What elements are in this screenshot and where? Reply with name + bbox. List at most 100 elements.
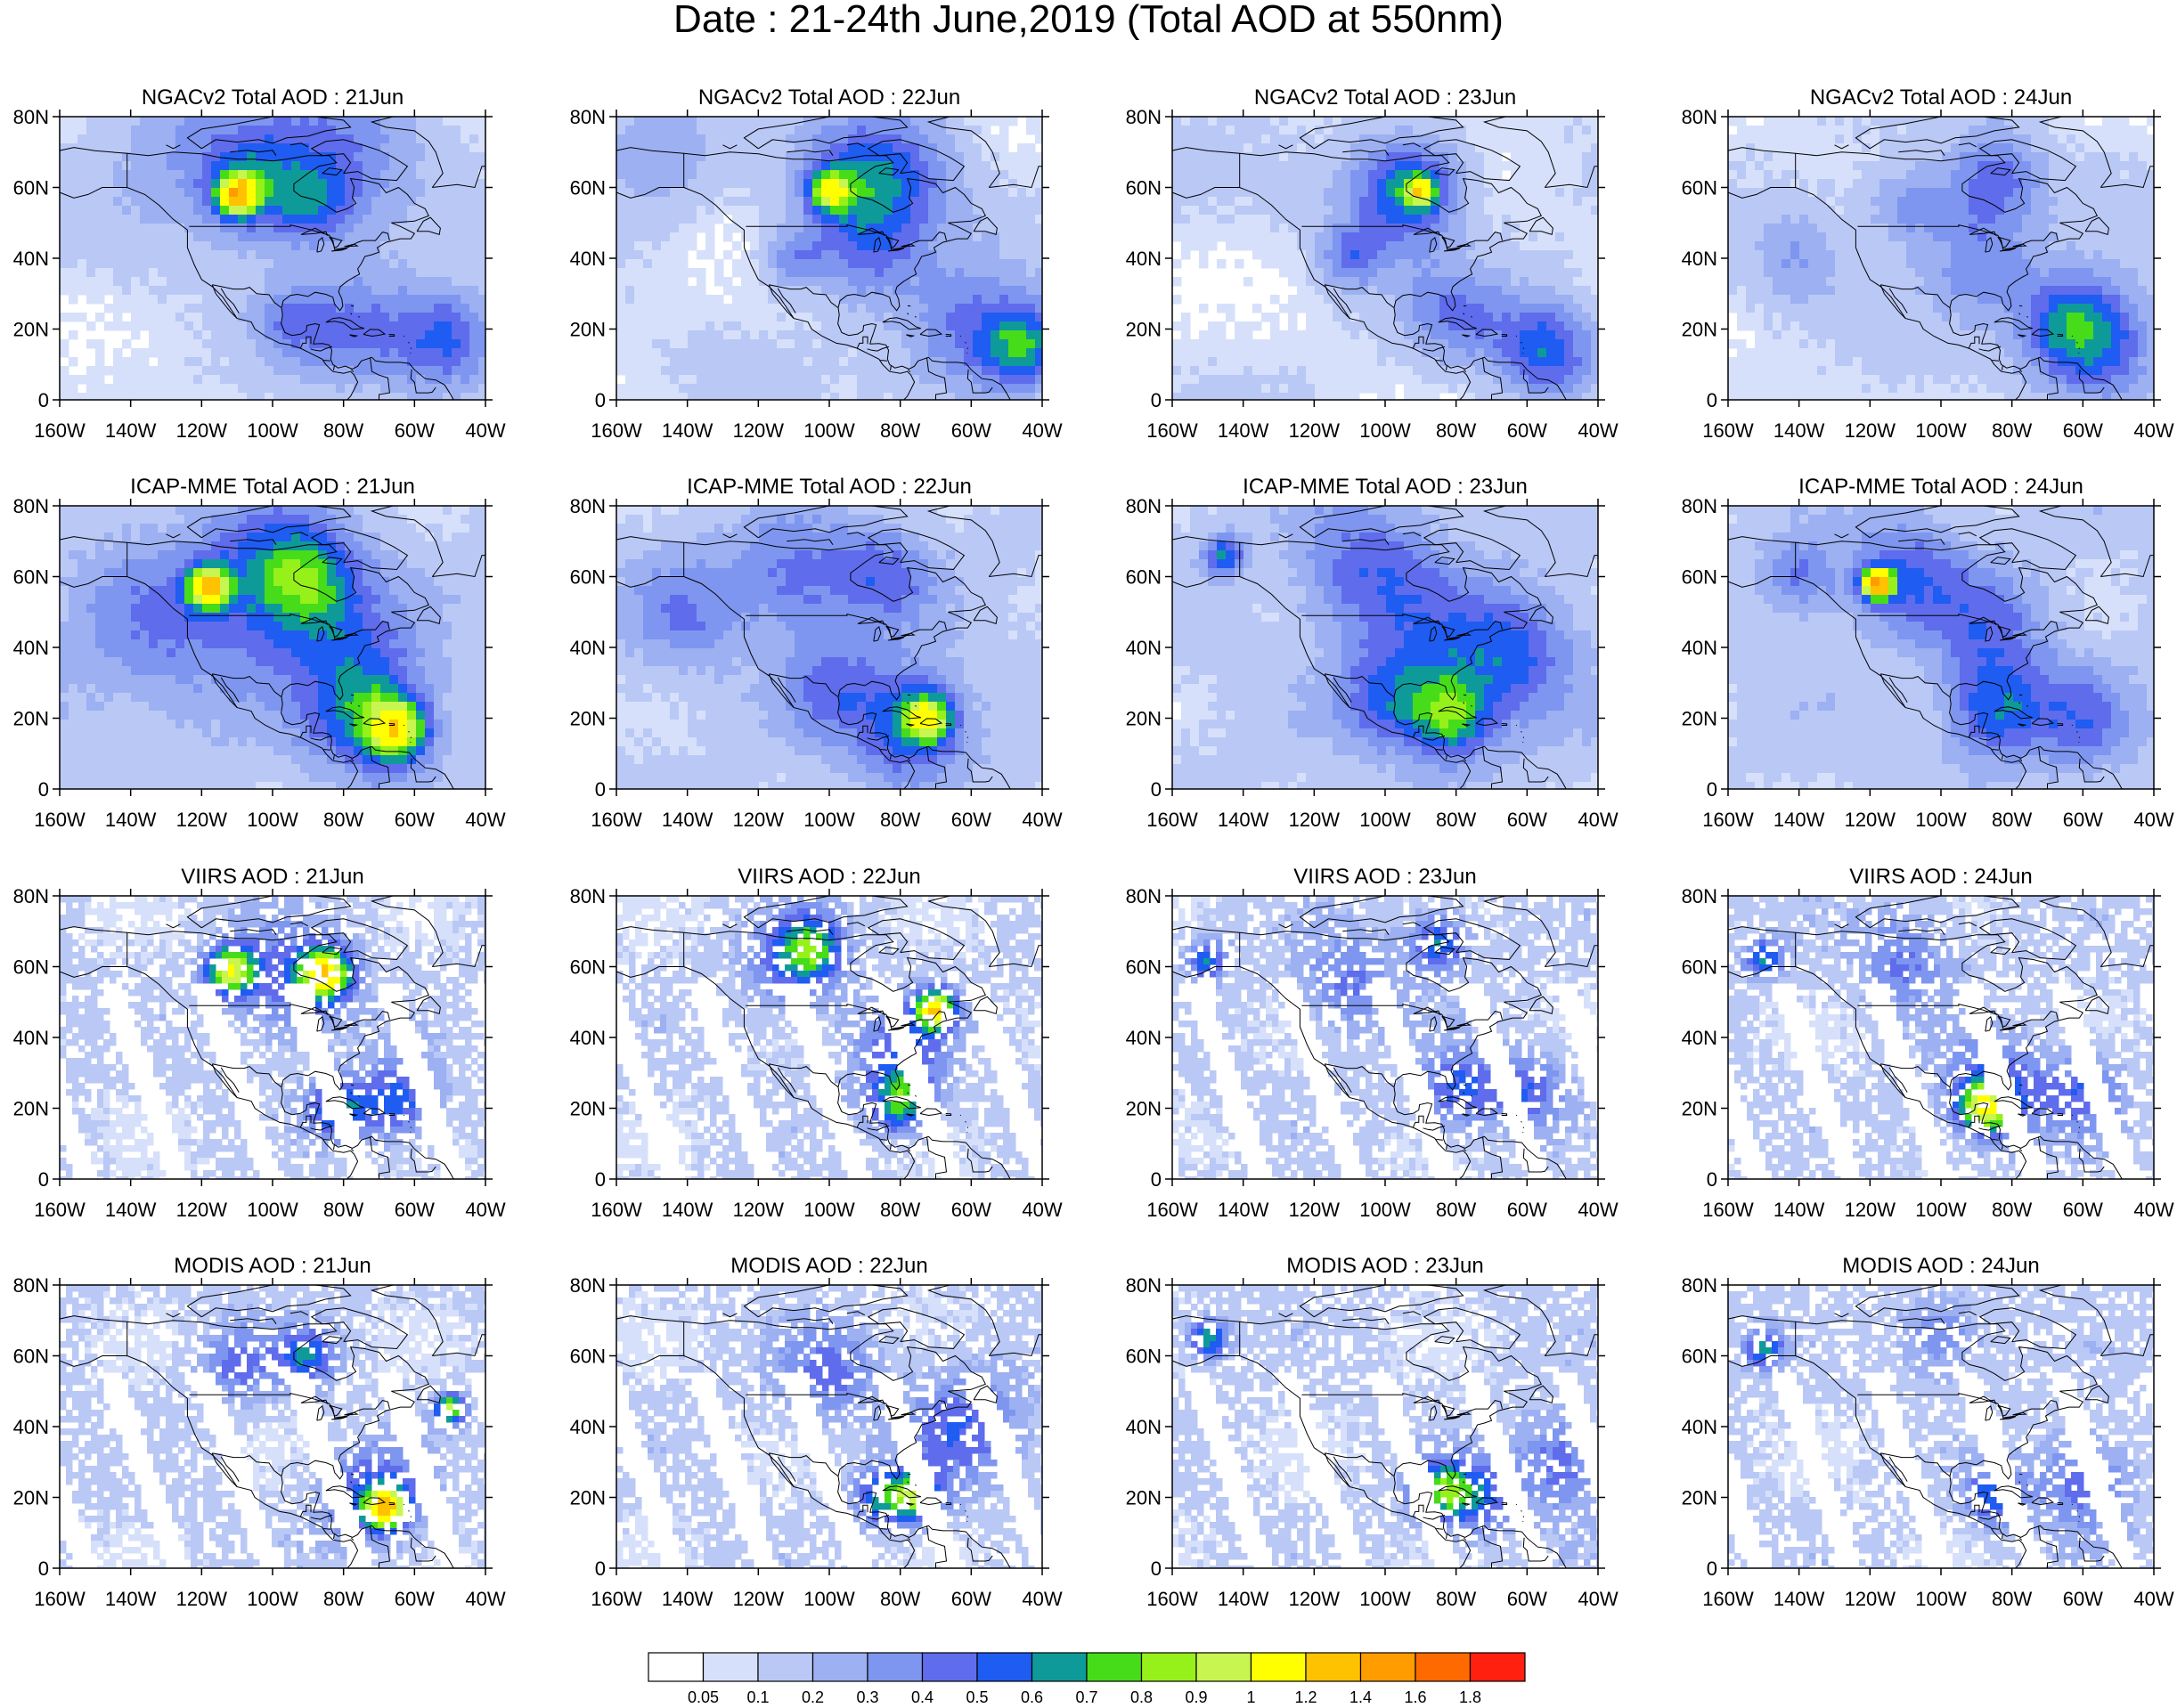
lon-tick-label: 80W [323,419,363,442]
lat-tick-label: 0 [1151,389,1162,411]
lon-tick-label: 40W [2133,419,2173,442]
lat-tick-label: 20N [1126,319,1162,341]
aod-field [60,896,485,1179]
lon-tick-label: 100W [1359,1199,1411,1221]
colorbar: 0.05 0.1 0.2 0.3 0.4 0.5 0.6 0.7 0.8 0.9 1 1.2 1.4 1.… [648,1652,1526,1706]
lat-tick-label: 80N [570,1274,606,1297]
lon-tick-label: 40W [1578,1588,1618,1610]
colorbar-label: 0.9 [1185,1688,1207,1706]
map-panel-ngac-22Jun: 160W 140W 120W 100W 80W 60W 40W 0 20N 40N 60N 80N NG… [570,85,1063,442]
lon-tick-label: 60W [1507,1588,1547,1610]
lon-tick-label: 80W [1992,1199,2032,1221]
lat-tick-label: 60N [13,1346,49,1368]
lat-tick-label: 40N [1682,1416,1717,1438]
lat-tick-label: 60N [1682,177,1717,199]
lon-tick-label: 120W [733,1199,785,1221]
lat-tick-label: 20N [13,1098,49,1120]
lat-tick-label: 0 [1151,1168,1162,1191]
lon-tick-label: 140W [105,419,157,442]
lon-tick-label: 100W [247,1588,298,1610]
lat-tick-label: 20N [13,319,49,341]
lat-tick-label: 0 [1707,389,1717,411]
lon-tick-label: 160W [1702,1588,1754,1610]
panel-title: VIIRS AOD : 22Jun [738,865,920,889]
lon-tick-label: 140W [1773,419,1825,442]
colorbar-swatch [702,1652,759,1682]
colorbar-swatch [1305,1652,1362,1682]
colorbar-label: 0.8 [1130,1688,1153,1706]
lat-tick-label: 0 [595,1168,606,1191]
map-panel-modis-22Jun: 160W 140W 120W 100W 80W 60W 40W 0 20N 40N 60N 80N MO… [570,1254,1063,1610]
panel-title: ICAP-MME Total AOD : 23Jun [1243,475,1528,499]
coastlines [1728,506,2154,789]
lon-tick-label: 140W [662,1588,713,1610]
lon-tick-label: 80W [1992,1588,2032,1610]
colorbar-swatch [648,1652,705,1682]
coastlines [616,506,1042,789]
colorbar-swatch [1140,1652,1197,1682]
coastlines [1172,896,1598,1179]
lat-tick-label: 40N [570,637,606,659]
lon-tick-label: 100W [1359,809,1411,831]
lon-tick-label: 120W [1289,1199,1341,1221]
lon-tick-label: 100W [1359,1588,1411,1610]
lon-tick-label: 40W [1022,419,1062,442]
panel-title: MODIS AOD : 21Jun [174,1254,371,1278]
lat-tick-label: 0 [38,778,49,801]
aod-field [1728,117,2154,400]
lon-tick-label: 160W [1146,809,1198,831]
aod-field [60,117,485,400]
lat-tick-label: 80N [13,885,49,907]
coastlines [1728,1285,2154,1568]
panel-title: NGACv2 Total AOD : 21Jun [142,85,404,110]
lon-tick-label: 160W [1146,1199,1198,1221]
coastlines [1172,506,1598,789]
lon-tick-label: 80W [1992,809,2032,831]
colorbar-swatch [811,1652,868,1682]
aod-field [60,1285,485,1568]
lon-tick-label: 100W [247,419,298,442]
lon-tick-label: 160W [1146,1588,1198,1610]
aod-field [1728,506,2154,789]
colorbar-swatch [1359,1652,1416,1682]
lon-tick-label: 80W [323,1199,363,1221]
lon-tick-label: 80W [880,419,920,442]
lat-tick-label: 60N [13,177,49,199]
lat-tick-label: 60N [1126,1346,1162,1368]
coastlines [616,1285,1042,1568]
lat-tick-label: 60N [570,177,606,199]
lon-tick-label: 40W [465,419,505,442]
lon-tick-label: 60W [2063,1588,2103,1610]
lon-tick-label: 60W [395,1588,435,1610]
lat-tick-label: 80N [1682,1274,1717,1297]
lat-tick-label: 60N [1126,956,1162,979]
lat-tick-label: 20N [13,1487,49,1509]
lon-tick-label: 40W [465,1588,505,1610]
lon-tick-label: 80W [880,809,920,831]
lon-tick-label: 100W [1915,1199,1967,1221]
lon-tick-label: 60W [2063,419,2103,442]
map-panel-modis-23Jun: 160W 140W 120W 100W 80W 60W 40W 0 20N 40N 60N 80N MO… [1126,1254,1618,1610]
colorbar-swatch [1469,1652,1526,1682]
aod-field [1728,896,2154,1179]
map-panel-ngac-24Jun: 160W 140W 120W 100W 80W 60W 40W 0 20N 40N 60N 80N NG… [1682,85,2174,442]
lat-tick-label: 0 [1151,1558,1162,1580]
lon-tick-label: 140W [1218,1199,1269,1221]
colorbar-swatch [1415,1652,1472,1682]
lat-tick-label: 0 [1707,778,1717,801]
coastlines [60,896,485,1179]
lat-tick-label: 80N [13,106,49,128]
lon-tick-label: 160W [591,419,642,442]
lon-tick-label: 100W [803,1199,855,1221]
panel-title: MODIS AOD : 24Jun [1842,1254,2039,1278]
colorbar-swatch [1250,1652,1307,1682]
lat-tick-label: 0 [1707,1168,1717,1191]
lat-tick-label: 60N [13,956,49,979]
lon-tick-label: 60W [1507,809,1547,831]
aod-field [60,506,485,789]
lon-tick-label: 160W [1146,419,1198,442]
lon-tick-label: 80W [1992,419,2032,442]
colorbar-swatch [1031,1652,1088,1682]
lon-tick-label: 160W [34,1199,86,1221]
lon-tick-label: 120W [1845,809,1896,831]
